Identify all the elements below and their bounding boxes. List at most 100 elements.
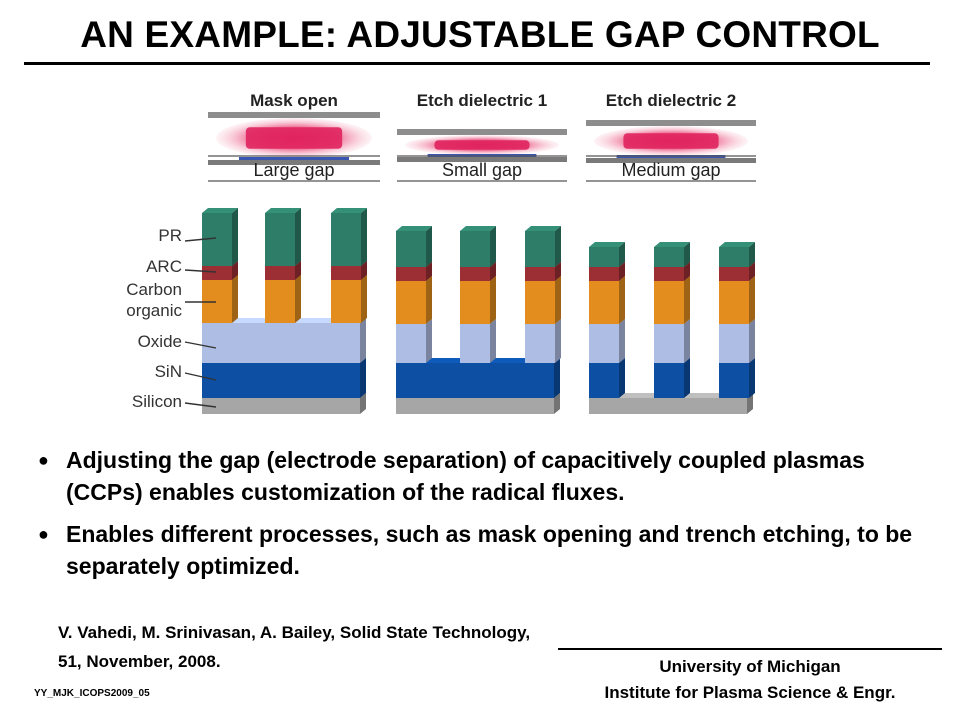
gap-control-diagram: Mask open Large gap Etch dielectric 1 Small… <box>126 91 756 414</box>
layer-label: Silicon <box>132 392 182 411</box>
chamber-heading: Etch dielectric 2 <box>606 91 736 110</box>
pr-layer-side <box>749 242 755 267</box>
silicon-layer-side <box>360 393 366 414</box>
oxide-layer-side <box>684 319 690 363</box>
pr-layer-top <box>331 208 367 213</box>
carbon-organic-layer <box>265 280 295 323</box>
affiliation-line-2: Institute for Plasma Science & Engr. <box>604 683 896 702</box>
sin-layer-side <box>554 358 560 398</box>
oxide-layer <box>654 324 684 363</box>
arc-layer-side <box>426 262 432 281</box>
sin-layer <box>589 363 619 398</box>
title-divider <box>24 62 930 65</box>
silicon-layer <box>396 398 554 414</box>
layer-leader-line <box>184 237 217 242</box>
layer-label: Carbon organic <box>126 280 182 320</box>
chamber-heading: Mask open <box>250 91 338 110</box>
wafer <box>238 157 350 160</box>
sin-layer-side <box>749 358 755 398</box>
gap-label: Medium gap <box>621 160 720 180</box>
carbon-organic-layer <box>719 281 749 324</box>
pr-layer-top <box>719 242 755 247</box>
carbon-organic-layer-side <box>232 275 238 323</box>
silicon-layer <box>202 398 360 414</box>
pr-layer <box>719 247 749 267</box>
slide-id: YY_MJK_ICOPS2009_05 <box>34 688 150 699</box>
layer-leader-line <box>184 269 217 273</box>
chamber-panel: Etch dielectric 2 Medium gap <box>586 91 756 182</box>
arc-layer <box>525 267 555 281</box>
layer-leader-line <box>184 402 217 408</box>
pr-layer <box>396 231 426 267</box>
sin-layer-side <box>360 358 366 398</box>
gap-label: Small gap <box>442 160 522 180</box>
bottom-electrode <box>586 158 756 163</box>
arc-layer <box>396 267 426 281</box>
carbon-organic-layer-side <box>490 276 496 324</box>
pr-layer-side <box>684 242 690 267</box>
bullet-dot-icon: ● <box>38 450 49 470</box>
bottom-electrode <box>208 160 380 165</box>
arc-layer-side <box>490 262 496 281</box>
oxide-layer-side <box>749 319 755 363</box>
pr-layer <box>589 247 619 267</box>
arc-layer <box>331 266 361 280</box>
oxide-layer-side <box>360 318 366 363</box>
pr-layer <box>460 231 490 267</box>
stack-etch-2 <box>589 242 755 414</box>
plasma-core <box>245 127 343 149</box>
pr-layer-side <box>295 208 301 266</box>
pr-layer-top <box>589 242 625 247</box>
pr-layer-side <box>490 226 496 267</box>
bullet-text: Enables different processes, such as mas… <box>66 521 913 579</box>
chamber-panel: Mask open Large gap <box>208 91 380 182</box>
arc-layer <box>265 266 295 280</box>
carbon-organic-layer-side <box>749 276 755 324</box>
arc-layer <box>719 267 749 281</box>
pr-layer <box>265 213 295 266</box>
oxide-layer <box>460 324 490 363</box>
pr-layer-top <box>460 226 496 231</box>
arc-layer <box>202 266 232 280</box>
arc-layer-side <box>749 262 755 281</box>
sin-layer-side <box>619 358 625 398</box>
bullet-dot-icon: ● <box>38 524 49 544</box>
pr-layer-top <box>654 242 690 247</box>
oxide-layer-side <box>619 319 625 363</box>
oxide-layer <box>719 324 749 363</box>
top-electrode <box>208 112 380 118</box>
oxide-layer <box>525 324 555 363</box>
pr-layer-top <box>265 208 301 213</box>
silicon-layer-side <box>747 393 753 414</box>
top-electrode <box>586 120 756 126</box>
citation: V. Vahedi, M. Srinivasan, A. Bailey, Sol… <box>58 623 531 671</box>
pr-layer-side <box>232 208 238 266</box>
affiliation-line-1: University of Michigan <box>659 657 841 676</box>
layer-label: ARC <box>146 257 182 276</box>
arc-layer-side <box>232 261 238 280</box>
arc-layer-side <box>619 262 625 281</box>
stack-etch-1 <box>396 226 561 414</box>
carbon-organic-layer <box>589 281 619 324</box>
plasma-core <box>434 140 530 150</box>
bottom-electrode <box>397 157 567 162</box>
arc-layer-side <box>295 261 301 280</box>
carbon-organic-layer-side <box>426 276 432 324</box>
oxide-layer-side <box>426 319 432 363</box>
pr-layer-side <box>361 208 367 266</box>
pr-layer <box>654 247 684 267</box>
slide-title: AN EXAMPLE: ADJUSTABLE GAP CONTROL <box>80 14 880 55</box>
layer-leader-line <box>184 372 217 381</box>
chamber-panel: Etch dielectric 1 Small gap <box>397 91 567 182</box>
carbon-organic-layer-side <box>684 276 690 324</box>
oxide-layer-side <box>490 319 496 363</box>
pr-layer-top <box>525 226 561 231</box>
sin-layer <box>719 363 749 398</box>
silicon-layer <box>589 398 747 414</box>
bullet-item: ● Enables different processes, such as m… <box>34 518 934 582</box>
pr-layer-top <box>396 226 432 231</box>
sin-layer <box>202 363 360 398</box>
stack-mask-open <box>202 208 367 414</box>
sin-layer-side <box>684 358 690 398</box>
bullet-text: Adjusting the gap (electrode separation)… <box>66 447 865 505</box>
